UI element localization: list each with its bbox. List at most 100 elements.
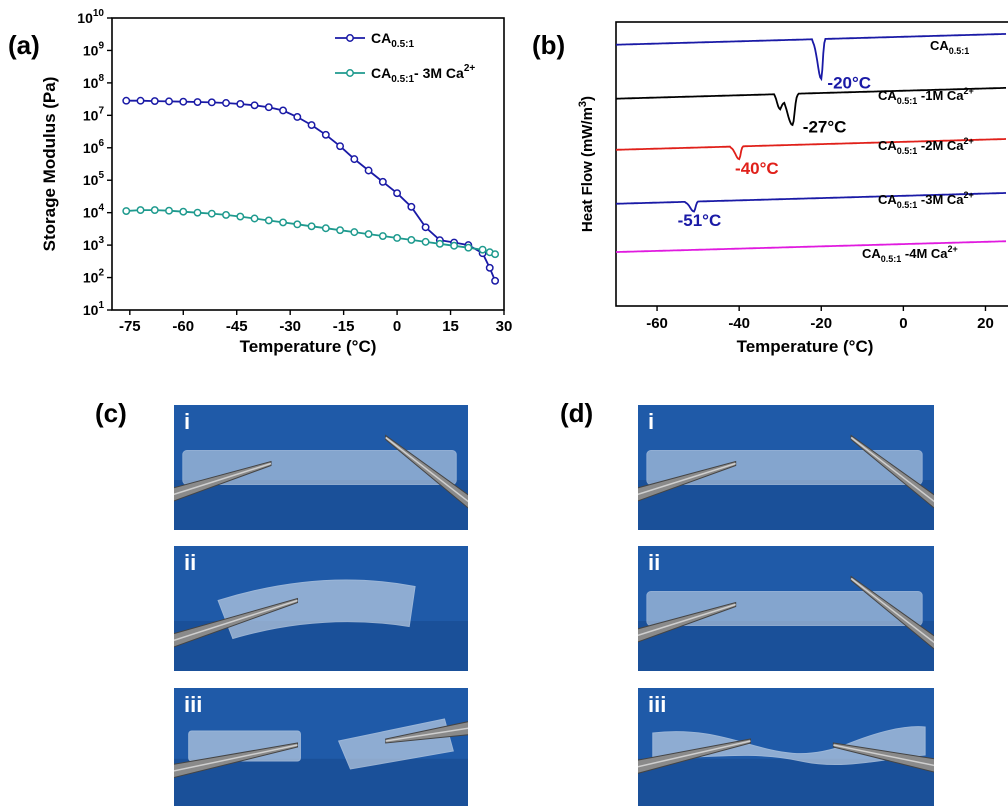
photo-d-iii: iii	[638, 688, 934, 806]
peak-label-b-2: -40°C	[735, 159, 779, 178]
photo-c-ii-label: ii	[184, 550, 197, 575]
series-point-a-1-11	[279, 218, 288, 227]
series-point-a-1-13	[307, 222, 316, 231]
series-point-a-0-26	[485, 263, 494, 272]
series-point-a-1-12	[293, 220, 302, 229]
legend-marker-a-0	[346, 34, 354, 42]
y-axis-label-a: Storage Modulus (Pa)	[40, 77, 59, 252]
x-tick-label-a-1: -60	[172, 318, 194, 335]
gel-strip-1	[217, 579, 416, 640]
photo-c-iii-label: iii	[184, 692, 203, 717]
series-point-a-0-9	[250, 101, 259, 110]
x-axis-label-a: Temperature (°C)	[240, 337, 377, 356]
x-tick-label-a-5: 0	[393, 318, 401, 335]
x-tick-label-b-4: 20	[977, 315, 994, 332]
photo-c-i-label: i	[184, 409, 191, 434]
y-tick-label-a-3: 107	[83, 105, 105, 123]
series-point-a-0-3	[165, 97, 173, 106]
curve-label-b-1: CA0.5:1 -1M Ca2+	[878, 86, 974, 106]
series-point-a-1-7	[222, 210, 230, 219]
photo-d-i-label: i	[648, 409, 655, 434]
curve-label-b-2: CA0.5:1 -2M Ca2+	[878, 136, 974, 156]
series-point-a-1-20	[407, 235, 416, 244]
x-tick-label-a-6: 15	[442, 318, 459, 335]
y-tick-label-a-4: 106	[83, 138, 105, 156]
photo-d-ii-label: ii	[648, 550, 661, 575]
y-tick-label-a-2: 108	[83, 73, 105, 91]
tweezer-left-0-highlight	[174, 462, 272, 496]
series-point-a-1-14	[321, 224, 330, 233]
tweezer-right-2-highlight	[385, 727, 468, 742]
series-point-a-0-16	[350, 155, 359, 164]
series-point-a-1-6	[207, 209, 216, 218]
series-point-a-1-25	[478, 245, 487, 254]
series-point-a-1-24	[464, 243, 473, 252]
dsc-curve-1	[616, 87, 1006, 127]
panel-label-a: (a)	[8, 30, 40, 60]
photo-shadow-3	[638, 480, 934, 530]
dsc-curve-2	[616, 138, 1006, 161]
x-tick-label-a-3: -30	[279, 318, 301, 335]
photo-d-i: i	[638, 405, 934, 530]
series-point-a-0-20	[407, 202, 416, 211]
x-axis-label-b: Temperature (°C)	[737, 337, 874, 356]
series-point-a-0-14	[321, 130, 330, 139]
series-point-a-0-7	[222, 99, 230, 107]
photo-shadow-0	[174, 480, 468, 530]
curve-label-b-3: CA0.5:1 -3M Ca2+	[878, 190, 974, 210]
tweezer-left-2-highlight	[174, 744, 298, 772]
y-tick-label-a-6: 104	[83, 203, 105, 221]
y-tick-label-a-7: 103	[83, 235, 105, 253]
series-point-a-0-1	[136, 96, 145, 105]
series-point-a-1-4	[179, 207, 188, 216]
y-axis-label-b: Heat Flow (mW/m3)	[577, 96, 596, 232]
photo-shadow-5	[638, 758, 934, 806]
series-point-a-0-27	[491, 276, 500, 285]
photo-c-iii: iii	[174, 688, 468, 806]
legend-label-a-1: CA0.5:1- 3M Ca2+	[371, 63, 475, 85]
legend-marker-a-1	[346, 69, 354, 77]
tweezer-left-4-highlight	[638, 603, 736, 637]
series-point-a-1-1	[136, 206, 145, 215]
series-point-a-1-22	[435, 239, 444, 248]
curve-label-b-0: CA0.5:1	[930, 38, 969, 56]
gel-strip-3	[646, 450, 923, 485]
series-point-a-1-21	[421, 237, 430, 246]
series-point-a-0-0	[122, 96, 131, 105]
y-tick-label-a-5: 105	[83, 170, 105, 188]
x-tick-label-b-3: 0	[899, 315, 907, 332]
storage-modulus-chart: -75 -60 -45 -30 -15 0 15 30 1010 109 108 107 106 105 1…	[40, 8, 512, 356]
tweezer-right-3-highlight	[850, 436, 934, 503]
y-tick-label-a-9: 101	[83, 300, 105, 318]
series-point-a-1-8	[236, 212, 245, 221]
series-point-a-1-15	[336, 226, 345, 235]
x-tick-label-b-0: -60	[646, 315, 668, 332]
series-point-a-1-0	[122, 207, 131, 215]
tweezer-left-1-highlight	[174, 599, 298, 642]
panel-label-b: (b)	[532, 30, 566, 60]
series-line-a-1	[126, 209, 496, 256]
series-point-a-0-2	[150, 97, 159, 106]
x-tick-label-b-2: -20	[810, 315, 832, 332]
gel-strip-0	[182, 450, 457, 485]
series-point-a-0-10	[264, 103, 273, 112]
series-point-a-0-17	[364, 166, 373, 175]
tweezer-right-4-highlight	[850, 577, 934, 644]
series-line-a-0	[126, 99, 496, 282]
panel-label-c: (c)	[95, 398, 127, 428]
series-point-a-1-19	[393, 234, 402, 242]
series-point-a-1-16	[350, 228, 359, 237]
tweezer-right-0-highlight	[385, 436, 468, 503]
series-point-a-0-13	[307, 121, 316, 130]
series-point-a-0-11	[279, 106, 288, 115]
y-tick-label-a-1: 109	[83, 40, 105, 58]
series-point-a-1-3	[165, 206, 173, 215]
x-tick-label-a-4: -15	[333, 318, 355, 335]
gel-strip-4	[646, 591, 923, 626]
photo-c-i: i	[174, 405, 468, 530]
series-point-a-0-5	[193, 98, 202, 106]
peak-label-b-1: -27°C	[803, 118, 847, 137]
y-tick-label-a-8: 102	[83, 268, 105, 286]
photo-d-ii: ii	[638, 546, 934, 671]
series-point-a-1-27	[491, 250, 500, 259]
